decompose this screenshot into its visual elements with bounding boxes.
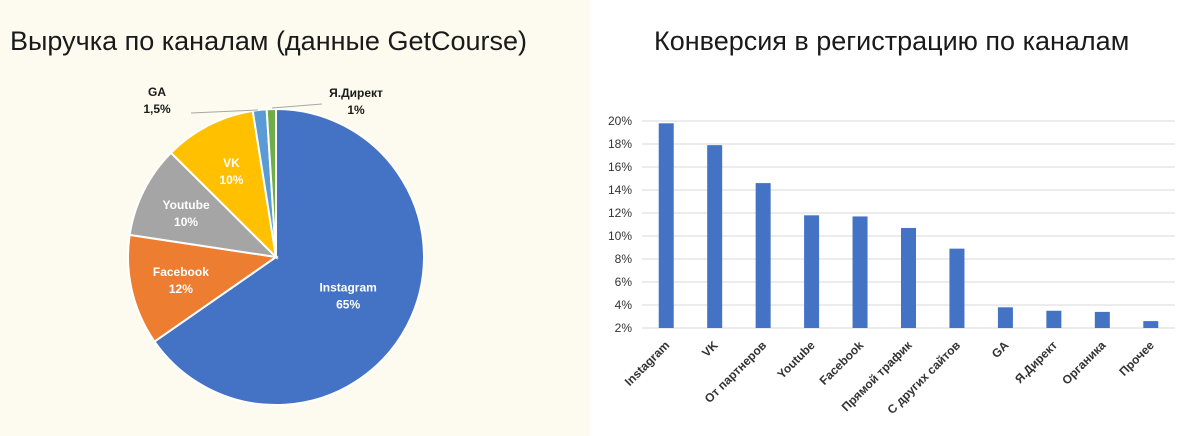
- y-tick-label: 14%: [608, 183, 632, 197]
- bar-с-других-сайтов: [949, 248, 965, 328]
- bar-instagram: [658, 123, 674, 328]
- y-tick-label: 12%: [608, 206, 632, 220]
- pie-label-instagram: Instagram: [319, 281, 376, 295]
- revenue-pie-chart: Instagram 65% Facebook 12% Youtube 10% VK 10% GA…: [127, 85, 425, 406]
- pie-value-label-instagram: 65%: [336, 298, 360, 312]
- x-tick-label-я-директ: Я.Директ: [1012, 338, 1060, 386]
- x-tick-label-instagram: Instagram: [622, 338, 672, 388]
- y-tick-label: 8%: [615, 252, 633, 266]
- pie-slice-instagram: [153, 107, 425, 406]
- bar-vk: [707, 145, 723, 328]
- pie-chart-title: Выручка по каналам (данные GetCourse): [10, 26, 527, 56]
- pie-label-я-директ: Я.Директ: [329, 86, 383, 100]
- y-tick-label: 2%: [615, 321, 633, 335]
- pie-value-label-facebook: 12%: [169, 282, 193, 296]
- y-tick-label: 18%: [608, 137, 632, 151]
- pie-value-label-я-директ: 1%: [347, 103, 365, 117]
- bar-от-партнеров: [755, 183, 771, 328]
- bar-facebook: [852, 216, 868, 328]
- pie-leader-line-я-директ: [271, 103, 323, 109]
- pie-value-label-youtube: 10%: [174, 215, 198, 229]
- bar-органика: [1094, 311, 1110, 328]
- revenue-pie-panel: Выручка по каналам (данные GetCourse) In…: [0, 0, 580, 410]
- pie-slice-facebook: [127, 233, 279, 343]
- x-tick-label-facebook: Facebook: [817, 338, 867, 388]
- bar-я-директ: [1046, 310, 1062, 328]
- pie-label-facebook: Facebook: [153, 265, 209, 279]
- x-tick-label-vk: VK: [699, 338, 721, 360]
- x-tick-label-прочее: Прочее: [1116, 338, 1157, 379]
- bar-прямой-трафик: [901, 227, 916, 328]
- y-tick-label: 6%: [615, 275, 633, 289]
- pie-leader-line-ga: [190, 109, 259, 114]
- y-tick-label: 16%: [608, 160, 632, 174]
- x-tick-label-ga: GA: [989, 338, 1012, 361]
- y-tick-label: 4%: [615, 298, 633, 312]
- bar-прочее: [1143, 321, 1159, 328]
- pie-label-vk: VK: [223, 156, 240, 170]
- y-tick-label: 10%: [608, 229, 632, 243]
- x-tick-label-youtube: Youtube: [775, 338, 818, 381]
- pie-slice-youtube: [128, 151, 279, 259]
- bar-youtube: [804, 215, 820, 328]
- bar-ga: [997, 307, 1013, 328]
- pie-label-youtube: Youtube: [163, 198, 210, 212]
- conversion-bar-chart: 2%4%6%8%10%12%14%16%18%20%Instagram VKОт …: [608, 114, 1175, 417]
- pie-slice-vk: [169, 109, 278, 260]
- pie-label-ga: GA: [148, 85, 166, 99]
- pie-value-label-ga: 1,5%: [143, 102, 171, 116]
- conversion-bar-panel: Конверсия в регистрацию по каналам 2% 4% 6…: [590, 0, 1200, 436]
- pie-value-label-vk: 10%: [219, 173, 243, 187]
- y-tick-label: 20%: [608, 114, 632, 128]
- bar-chart-title: Конверсия в регистрацию по каналам: [654, 26, 1130, 56]
- x-tick-label-органика: Органика: [1059, 338, 1108, 387]
- pie-slice-я-директ: [265, 107, 277, 258]
